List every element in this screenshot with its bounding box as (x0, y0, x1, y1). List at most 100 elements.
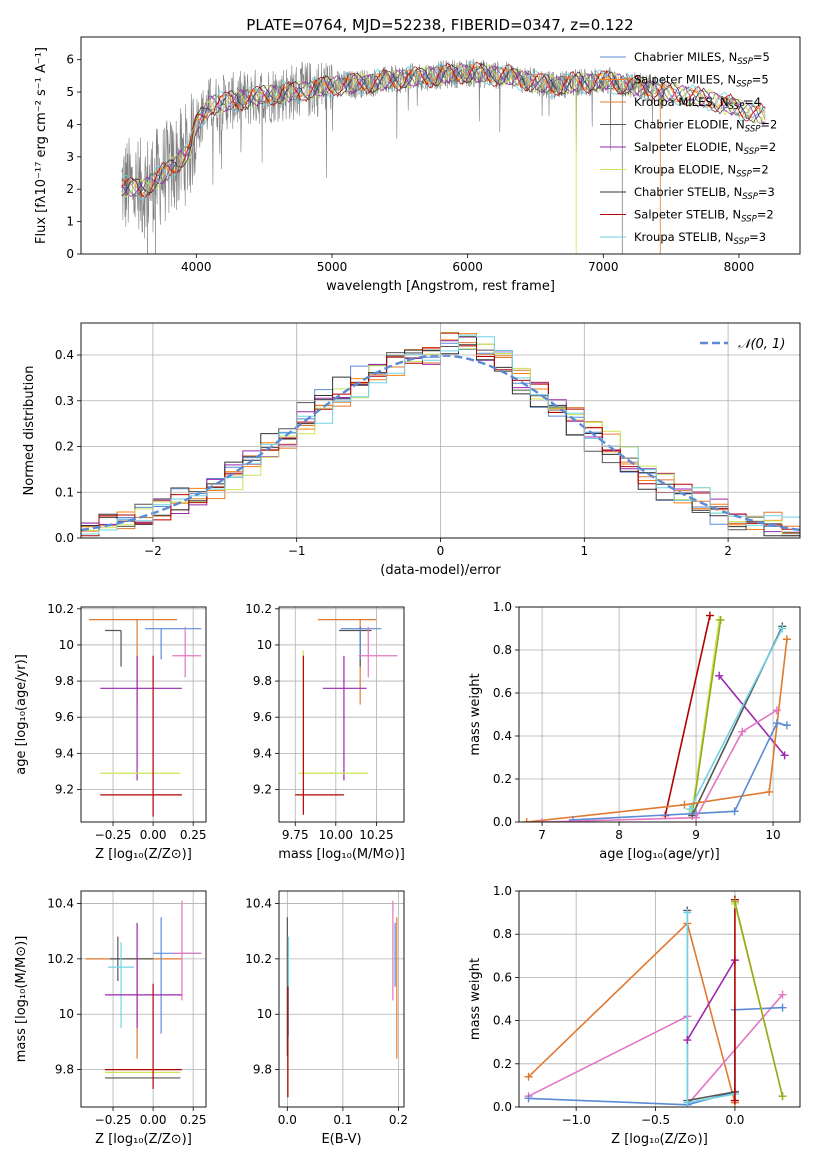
weight-line (718, 675, 786, 756)
x-tick-label: −0.5 (641, 1113, 670, 1127)
y-tick-label: 0.4 (493, 729, 512, 743)
weight-line (664, 615, 711, 816)
legend-entry-name: Kroupa ELODIE, N (634, 163, 736, 177)
x-axis-label: mass [log₁₀(M/M⊙)] (278, 847, 405, 862)
x-tick-label: 10.00 (319, 828, 353, 842)
weight-marker (765, 787, 774, 796)
y-axis-label: mass weight (468, 958, 483, 1040)
weight-marker (692, 813, 701, 822)
weight-line (691, 619, 722, 816)
weight_vs_age-plot-area (522, 611, 791, 822)
x-tick-label: 0.25 (180, 1113, 207, 1127)
y-tick-label: 0.8 (493, 927, 512, 941)
weight-marker (680, 800, 689, 809)
weight-line (526, 639, 788, 822)
y-tick-label: 0.2 (55, 440, 74, 454)
x-axis-label: Z [log₁₀(Z/Z⊙)] (95, 1132, 192, 1147)
axes-frame (80, 36, 801, 255)
y-tick-label: 0.0 (55, 531, 74, 545)
spectrum-plot-area (121, 58, 766, 254)
legend-entry-name: Chabrier ELODIE, N (634, 118, 745, 132)
y-axis-label: Normed distribution (22, 366, 37, 496)
weight-marker (683, 1036, 692, 1045)
weight-marker (772, 719, 781, 728)
x-tick-label: 5000 (317, 260, 348, 274)
x-tick-label: 7000 (588, 260, 619, 274)
y-tick-label: 0.4 (55, 348, 74, 362)
legend-entry-name: Chabrier STELIB, N (634, 185, 742, 199)
legend-entry: Kroupa MILES, NSSP=4 (634, 95, 761, 112)
weight-marker (715, 671, 724, 680)
legend-entry-value: =5 (753, 50, 770, 64)
legend-entry: 𝒩(0, 1) (738, 337, 785, 352)
weight-marker (568, 815, 577, 822)
y-tick-label: 10 (257, 1007, 272, 1021)
axes-frame (80, 606, 207, 823)
y-tick-label: 9.8 (55, 1063, 74, 1077)
model-spectrum-line (121, 66, 766, 193)
weight-marker (683, 908, 692, 917)
weight-marker (782, 721, 791, 730)
x-tick-label: 0.0 (278, 1113, 297, 1127)
legend-entry-value: =3 (758, 185, 775, 199)
x-tick-label: 6000 (452, 260, 483, 274)
legend-entry-name: Salpeter MILES, N (634, 73, 736, 87)
legend-entry-value: =2 (759, 140, 776, 154)
legend-entry-subscript: SSP (736, 170, 752, 180)
weight-marker (705, 611, 714, 620)
y-tick-label: 10 (257, 638, 272, 652)
weight-line (542, 709, 778, 822)
legend-entry: Kroupa STELIB, NSSP=3 (634, 230, 766, 247)
legend-entry-subscript: SSP (737, 57, 753, 67)
weight-marker (730, 1096, 739, 1105)
x-tick-label: 0.0 (725, 1113, 744, 1127)
weight-marker (683, 1098, 692, 1107)
legend-entry-subscript: SSP (729, 102, 745, 112)
mass_vs_ebv-panel: 0.0 0.1 0.2 9.8 10 10.2 10.4 E(B-V) (245, 890, 408, 1147)
y-tick-label: 10 (59, 638, 74, 652)
y-axis-label: mass weight (468, 673, 483, 755)
x-axis-label: Z [log₁₀(Z/Z⊙)] (611, 1132, 708, 1147)
mass_vs_ebv-plot-area (286, 900, 398, 1098)
y-tick-label: 0.6 (493, 686, 512, 700)
y-tick-label: 1 (66, 215, 74, 229)
y-tick-label: 0.2 (493, 772, 512, 786)
y-tick-label: 1.0 (493, 600, 512, 614)
weight-line (686, 910, 736, 1102)
legend-entry-subscript: SSP (744, 147, 760, 157)
x-tick-label: 8000 (724, 260, 755, 274)
weight-marker (780, 751, 789, 760)
y-tick-label: 9.6 (253, 710, 272, 724)
legend-entry-value: =3 (749, 230, 766, 244)
legend-entry-name: Chabrier MILES, N (634, 50, 737, 64)
weight_vs_age-panel: 7 8 9 10 0.0 0.2 0.4 0.6 0.8 1.0 age [log₁₀(age/yr… (468, 600, 801, 862)
model-spectrum-line (121, 61, 766, 201)
x-tick-label: −1.0 (562, 1113, 591, 1127)
axes-frame (278, 606, 405, 823)
y-tick-label: 9.4 (55, 746, 74, 760)
y-tick-label: 9.8 (55, 674, 74, 688)
model-spectrum-line (121, 62, 766, 198)
legend-entry-value: =5 (752, 73, 769, 87)
legend-entry: Salpeter STELIB, NSSP=2 (634, 208, 774, 225)
y-tick-label: 9.4 (253, 746, 272, 760)
x-tick-label: 7 (538, 828, 546, 842)
x-tick-label: 0.00 (140, 828, 167, 842)
legend-entry: Salpeter ELODIE, NSSP=2 (634, 140, 776, 157)
y-tick-label: 0.4 (493, 1014, 512, 1028)
x-axis-label: age [log₁₀(age/yr)] (599, 847, 720, 862)
weight-marker (778, 990, 787, 999)
model-spectrum-line (121, 62, 766, 197)
legend-entry: Salpeter MILES, NSSP=5 (634, 73, 769, 90)
legend-entry-name: Kroupa MILES, N (634, 95, 729, 109)
weight-marker (716, 615, 725, 624)
weight-marker (778, 1092, 787, 1101)
weight-marker (538, 818, 547, 822)
y-tick-label: 10 (59, 1007, 74, 1021)
axes-frame (518, 606, 801, 823)
y-tick-label: 4 (66, 117, 74, 131)
weight-marker (685, 805, 694, 814)
y-tick-label: 6 (66, 53, 74, 67)
age_vs_mass-panel: 9.75 10.00 10.25 9.2 9.4 9.6 9.8 10 10.2 mass [lo… (245, 602, 404, 862)
